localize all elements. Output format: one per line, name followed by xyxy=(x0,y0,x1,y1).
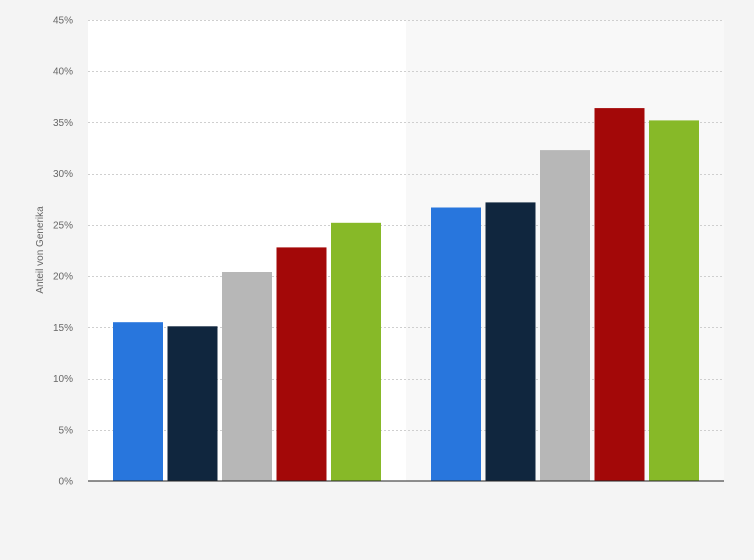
bars xyxy=(113,108,699,482)
y-tick-label: 15% xyxy=(53,323,73,334)
y-tick-label: 10% xyxy=(53,374,73,385)
y-tick-label: 40% xyxy=(53,67,73,78)
y-tick-label: 25% xyxy=(53,220,73,231)
bar[interactable] xyxy=(331,222,381,482)
bar[interactable] xyxy=(594,108,645,481)
bar[interactable] xyxy=(649,120,699,482)
y-tick-label: 45% xyxy=(53,16,73,27)
bar[interactable] xyxy=(167,326,218,481)
y-tick-label: 0% xyxy=(59,477,74,488)
y-tick-label: 35% xyxy=(53,118,73,129)
y-tick-label: 5% xyxy=(59,425,74,436)
bar[interactable] xyxy=(113,322,163,481)
bar[interactable] xyxy=(222,272,272,481)
bar[interactable] xyxy=(276,247,327,481)
y-tick-label: 20% xyxy=(53,272,73,283)
y-axis-tick-labels: 0% 5% 10% 15% 20% 25% 30% 35% 40% 45% xyxy=(53,16,73,488)
bar[interactable] xyxy=(485,202,536,481)
bar[interactable] xyxy=(431,207,481,482)
bar[interactable] xyxy=(540,150,590,481)
y-axis-label: Anteil von Generika xyxy=(35,206,46,294)
y-tick-label: 30% xyxy=(53,169,73,180)
